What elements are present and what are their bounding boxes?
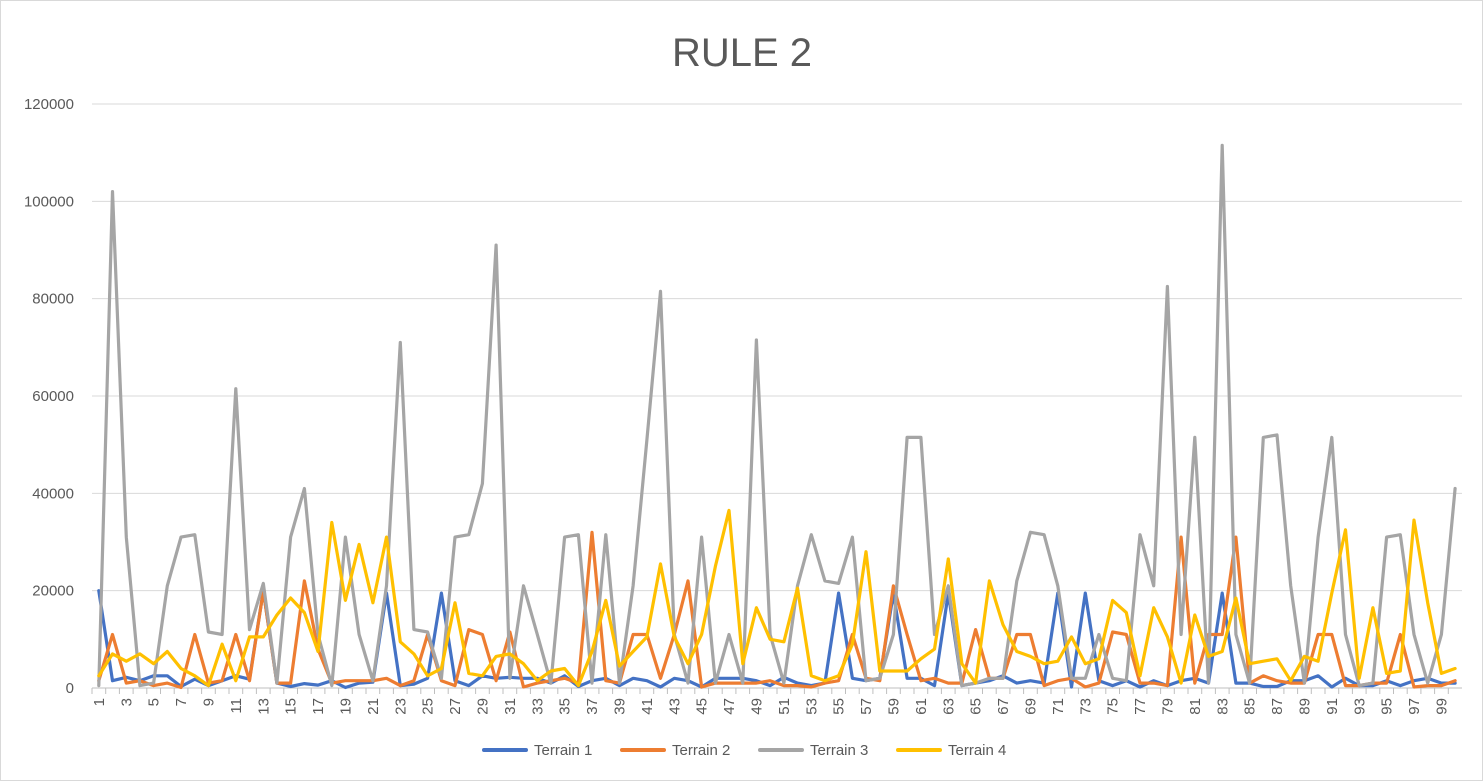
x-tick-label: 45 — [694, 698, 711, 715]
x-tick-label: 21 — [365, 698, 382, 715]
x-tick-label: 27 — [447, 698, 464, 715]
x-tick-label: 13 — [255, 698, 272, 715]
x-tick-label: 29 — [474, 698, 491, 715]
x-tick-label: 35 — [557, 698, 574, 715]
x-tick-label: 7 — [173, 698, 190, 706]
series-line-terrain-1 — [97, 589, 1457, 690]
x-tick-label: 73 — [1077, 698, 1094, 715]
y-tick-label: 120000 — [24, 96, 74, 113]
x-tick-label: 47 — [721, 698, 738, 715]
x-tick-label: 83 — [1214, 698, 1231, 715]
x-tick-label: 99 — [1433, 698, 1450, 715]
x-tick-label: 79 — [1159, 698, 1176, 715]
x-tick-label: 53 — [803, 698, 820, 715]
series-line-terrain-3 — [97, 143, 1457, 688]
x-tick-label: 95 — [1379, 698, 1396, 715]
x-tick-label: 93 — [1351, 698, 1368, 715]
legend-label: Terrain 2 — [672, 742, 730, 759]
x-tick-label: 75 — [1105, 698, 1122, 715]
legend-label: Terrain 4 — [948, 742, 1006, 759]
x-tick-label: 17 — [310, 698, 327, 715]
x-tick-label: 89 — [1296, 698, 1313, 715]
series-line-terrain-4 — [97, 508, 1457, 688]
y-axis-ticks: 0 20000 40000 60000 80000 100000 120000 — [24, 96, 74, 697]
x-tick-label: 19 — [337, 698, 354, 715]
x-tick-label: 57 — [858, 698, 875, 715]
x-tick-label: 33 — [529, 698, 546, 715]
x-tick-label: 59 — [885, 698, 902, 715]
x-tick-label: 5 — [146, 698, 163, 706]
chart-title: RULE 2 — [672, 31, 812, 75]
x-tick-label: 11 — [228, 698, 245, 714]
y-tick-label: 100000 — [24, 193, 74, 210]
x-tick-label: 61 — [913, 698, 930, 715]
x-tick-label: 37 — [584, 698, 601, 715]
legend-label: Terrain 3 — [810, 742, 868, 759]
y-tick-label: 40000 — [32, 485, 74, 502]
x-tick-label: 31 — [502, 698, 519, 715]
x-tick-label: 55 — [831, 698, 848, 715]
x-tick-label: 1 — [91, 698, 108, 706]
x-tick-label: 91 — [1324, 698, 1341, 715]
legend: Terrain 1 Terrain 2 Terrain 3 Terrain 4 — [482, 742, 1006, 759]
x-tick-label: 67 — [995, 698, 1012, 715]
x-tick-label: 81 — [1187, 698, 1204, 715]
y-tick-label: 80000 — [32, 291, 74, 308]
x-axis-ticks: 1 3 5 7 9 11 13 15 17 19 21 23 25 27 29 31 33 35 37 39 41 43 4… — [91, 687, 1462, 715]
series-lines — [97, 143, 1457, 690]
x-tick-label: 51 — [776, 698, 793, 715]
x-tick-label: 63 — [940, 698, 957, 715]
x-tick-label: 97 — [1406, 698, 1423, 715]
x-tick-label: 15 — [283, 698, 300, 715]
legend-label: Terrain 1 — [534, 742, 592, 759]
x-tick-label: 43 — [666, 698, 683, 715]
x-tick-label: 25 — [420, 698, 437, 715]
y-tick-label: 60000 — [32, 388, 74, 405]
y-tick-label: 0 — [66, 680, 74, 697]
x-tick-label: 87 — [1269, 698, 1286, 715]
x-tick-label: 49 — [748, 698, 765, 715]
x-tick-label: 71 — [1050, 698, 1067, 715]
x-tick-label: 23 — [392, 698, 409, 715]
x-tick-label: 41 — [639, 698, 656, 715]
x-tick-label: 9 — [200, 698, 217, 706]
y-tick-label: 20000 — [32, 583, 74, 600]
x-tick-label: 39 — [611, 698, 628, 715]
x-tick-label: 65 — [968, 698, 985, 715]
x-tick-label: 3 — [118, 698, 135, 706]
x-tick-label: 69 — [1022, 698, 1039, 715]
x-tick-label: 77 — [1132, 698, 1149, 715]
x-tick-label: 85 — [1242, 698, 1259, 715]
